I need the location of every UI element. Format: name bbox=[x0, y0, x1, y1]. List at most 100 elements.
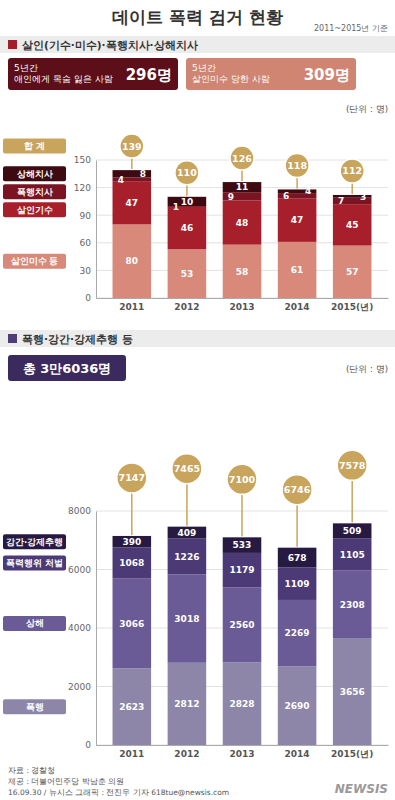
data-label: 1226 bbox=[174, 552, 199, 562]
legend-label: 상해치사 bbox=[17, 169, 53, 179]
bar-segment bbox=[223, 662, 262, 745]
data-label: 1179 bbox=[229, 565, 254, 575]
x-tick-label: 2012 bbox=[174, 302, 199, 312]
x-axis: 20112012201320142015(년) bbox=[97, 745, 389, 759]
x-tick-label: 2015(년) bbox=[331, 749, 373, 759]
total-pointer bbox=[241, 494, 243, 536]
x-tick-label: 2014 bbox=[285, 749, 310, 759]
total-bubble bbox=[337, 450, 367, 480]
x-tick-label: 2013 bbox=[229, 302, 254, 312]
total-pointer bbox=[296, 505, 298, 547]
main-title: 데이트 폭력 검거 현황 bbox=[112, 7, 283, 27]
x-tick: 2012 bbox=[174, 298, 199, 312]
x-tick-label: 2013 bbox=[229, 749, 254, 759]
bar-segment bbox=[223, 537, 262, 553]
section-header-marker bbox=[8, 40, 17, 49]
data-label: 1 bbox=[173, 202, 179, 212]
data-label: 2623 bbox=[119, 702, 144, 712]
annotation-box bbox=[8, 355, 126, 381]
x-tick: 2014 bbox=[285, 298, 310, 312]
bar-segment bbox=[168, 207, 207, 249]
x-tick: 2011 bbox=[119, 298, 144, 312]
x-tick: 2015(년) bbox=[331, 745, 373, 759]
bar-segment bbox=[113, 224, 152, 298]
data-label: 7 bbox=[338, 196, 344, 206]
bar-segment bbox=[333, 538, 372, 570]
data-label: 1068 bbox=[119, 558, 144, 568]
data-label: 1105 bbox=[340, 550, 365, 560]
data-label: 3656 bbox=[340, 687, 365, 697]
total-bubble bbox=[175, 161, 199, 185]
annotation-value: 309명 bbox=[304, 66, 350, 84]
x-tick-label: 2012 bbox=[174, 749, 199, 759]
legend-chip bbox=[3, 616, 66, 631]
bar-segment bbox=[333, 571, 372, 639]
bar-segment bbox=[113, 668, 152, 745]
section-header-bg bbox=[0, 330, 395, 347]
total-pointer bbox=[131, 493, 133, 535]
bars bbox=[113, 170, 372, 298]
x-tick: 2012 bbox=[174, 745, 199, 759]
x-tick: 2014 bbox=[285, 745, 310, 759]
legend-label: 강간·강제추행 bbox=[6, 537, 63, 547]
bar-segment bbox=[278, 600, 317, 666]
background bbox=[0, 0, 395, 800]
y-tick: 120 bbox=[74, 183, 96, 193]
legend-chip bbox=[3, 139, 66, 154]
y-tick: 150 bbox=[74, 155, 96, 165]
y-tick-label: 0 bbox=[85, 740, 91, 750]
legend-chip bbox=[3, 184, 66, 199]
bar-segment bbox=[223, 245, 262, 298]
total-label: 7147 bbox=[119, 472, 145, 483]
bar-segment bbox=[278, 568, 317, 600]
data-label: 8 bbox=[140, 169, 146, 179]
legend: 강간·강제추행폭력행위 처벌상해폭행 bbox=[3, 534, 66, 714]
bar-segment bbox=[333, 246, 372, 298]
total-bubble bbox=[340, 159, 364, 183]
total-pointer bbox=[351, 183, 353, 194]
annotation-value: 296명 bbox=[126, 66, 172, 84]
bar-segment bbox=[278, 666, 317, 745]
bar-segment bbox=[333, 523, 372, 538]
bar-segment bbox=[278, 199, 317, 242]
section-header-bg bbox=[0, 36, 395, 53]
x-tick: 2013 bbox=[229, 745, 254, 759]
bar-segment bbox=[168, 527, 207, 539]
bar-segment bbox=[168, 249, 207, 298]
legend-label: 살인기수 bbox=[17, 205, 53, 215]
annotation-value: 총 3만6036명 bbox=[23, 361, 112, 376]
legend-chip bbox=[3, 699, 66, 714]
bar-segment bbox=[223, 553, 262, 587]
y-tick-label: 6000 bbox=[68, 565, 91, 575]
total-bubble bbox=[227, 464, 257, 494]
unit-label: (단위 : 명) bbox=[346, 104, 388, 114]
y-axis: 02000400060008000 bbox=[68, 506, 96, 750]
data-label: 47 bbox=[126, 198, 139, 208]
y-tick-label: 8000 bbox=[68, 506, 91, 516]
data-label: 9 bbox=[228, 192, 234, 202]
bar-segment bbox=[113, 579, 152, 669]
y-tick: 8000 bbox=[68, 506, 96, 516]
footer-text: 제공 : 더불어민주당 박남춘 의원 bbox=[8, 777, 124, 786]
total-label: 7578 bbox=[339, 460, 366, 471]
data-label: 2812 bbox=[174, 699, 199, 709]
y-axis-line bbox=[96, 161, 97, 299]
data-label: 6 bbox=[283, 191, 289, 201]
data-label: 3066 bbox=[119, 619, 144, 629]
unit-label: (단위 : 명) bbox=[346, 364, 388, 374]
data-label: 3018 bbox=[174, 614, 199, 624]
y-tick: 6000 bbox=[68, 565, 96, 575]
data-label: 409 bbox=[178, 528, 197, 538]
total-bubble bbox=[120, 134, 144, 158]
data-label: 61 bbox=[291, 265, 304, 275]
data-label: 45 bbox=[346, 220, 359, 230]
data-label: 533 bbox=[233, 540, 252, 550]
bar-segment bbox=[168, 663, 207, 745]
y-tick-label: 60 bbox=[80, 238, 92, 248]
y-tick: 90 bbox=[80, 211, 96, 221]
y-tick-label: 4000 bbox=[68, 623, 91, 633]
data-label: 2560 bbox=[229, 620, 254, 630]
total-bubble bbox=[282, 475, 312, 505]
bar-segment bbox=[278, 242, 317, 298]
y-tick-label: 150 bbox=[74, 155, 91, 165]
